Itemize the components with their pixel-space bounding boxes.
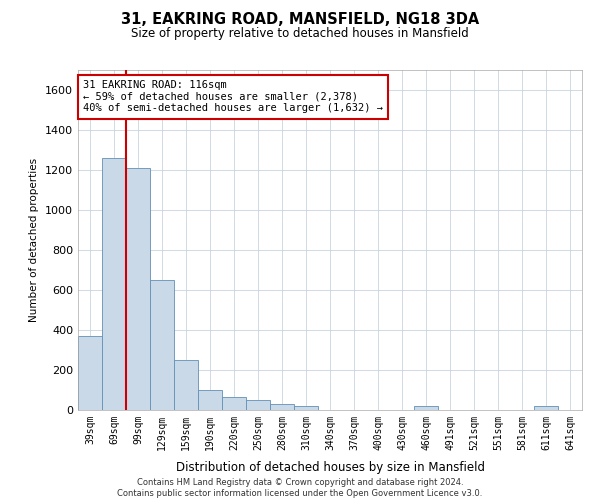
Bar <box>534 406 558 410</box>
Bar <box>150 280 174 410</box>
Bar <box>102 158 126 410</box>
Bar <box>294 406 318 410</box>
Bar <box>414 406 438 410</box>
Bar <box>222 397 246 410</box>
Y-axis label: Number of detached properties: Number of detached properties <box>29 158 40 322</box>
Text: 31, EAKRING ROAD, MANSFIELD, NG18 3DA: 31, EAKRING ROAD, MANSFIELD, NG18 3DA <box>121 12 479 28</box>
Bar <box>270 404 294 410</box>
Bar <box>246 400 270 410</box>
X-axis label: Distribution of detached houses by size in Mansfield: Distribution of detached houses by size … <box>176 461 485 474</box>
Text: 31 EAKRING ROAD: 116sqm
← 59% of detached houses are smaller (2,378)
40% of semi: 31 EAKRING ROAD: 116sqm ← 59% of detache… <box>83 80 383 114</box>
Bar <box>198 390 222 410</box>
Bar <box>78 336 102 410</box>
Bar <box>126 168 150 410</box>
Bar <box>174 360 198 410</box>
Text: Size of property relative to detached houses in Mansfield: Size of property relative to detached ho… <box>131 28 469 40</box>
Text: Contains HM Land Registry data © Crown copyright and database right 2024.
Contai: Contains HM Land Registry data © Crown c… <box>118 478 482 498</box>
